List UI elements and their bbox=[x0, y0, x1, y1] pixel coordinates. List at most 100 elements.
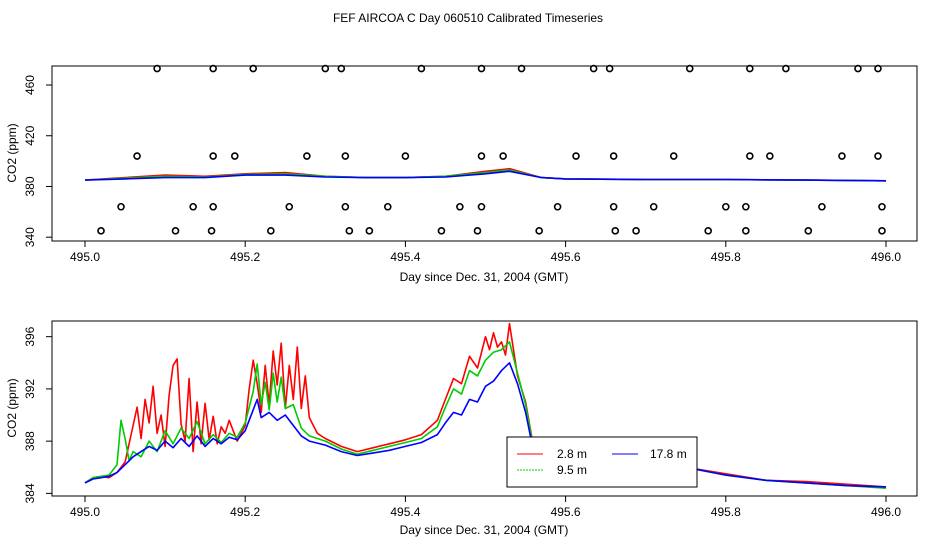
raw-sample-point bbox=[878, 202, 886, 211]
bottom-x-tick-label: 495.2 bbox=[230, 505, 260, 519]
raw-sample-point bbox=[804, 227, 813, 235]
bottom-series-2-8m bbox=[84, 322, 887, 488]
raw-sample-point bbox=[782, 64, 790, 73]
raw-sample-point bbox=[766, 152, 774, 160]
bottom-series-lines bbox=[84, 322, 887, 489]
raw-sample-point bbox=[611, 227, 620, 235]
raw-sample-point bbox=[383, 202, 392, 211]
raw-sample-point bbox=[553, 202, 562, 211]
bottom-y-axis-label: CO2 (ppm) bbox=[5, 378, 19, 437]
raw-sample-point bbox=[854, 64, 862, 73]
top-series-17-8m bbox=[84, 170, 887, 182]
raw-sample-point bbox=[477, 152, 486, 160]
raw-sample-point bbox=[209, 152, 217, 160]
raw-sample-point bbox=[589, 64, 598, 73]
top-ticks: 495.0 495.2 495.4 495.6 495.8 496.0 340 380 420 4… bbox=[23, 75, 901, 264]
raw-sample-point bbox=[321, 64, 330, 73]
bottom-y-tick-label: 388 bbox=[23, 431, 37, 451]
raw-sample-point bbox=[838, 152, 846, 160]
raw-sample-point bbox=[341, 152, 350, 160]
raw-sample-point bbox=[456, 202, 464, 211]
raw-sample-point bbox=[685, 64, 694, 73]
raw-sample-point bbox=[117, 202, 125, 211]
bottom-y-tick-label: 392 bbox=[23, 379, 37, 399]
bottom-x-tick-label: 495.4 bbox=[390, 505, 420, 519]
top-y-tick-label: 460 bbox=[23, 75, 37, 95]
legend-label-2-8m: 2.8 m bbox=[557, 447, 587, 461]
bottom-x-tick-label: 495.8 bbox=[711, 505, 741, 519]
raw-sample-point bbox=[249, 64, 258, 73]
raw-sample-point bbox=[572, 152, 580, 160]
raw-sample-point bbox=[345, 227, 354, 235]
bottom-ticks: 495.0 495.2 495.4 495.6 495.8 496.0 384 388 392 3… bbox=[23, 326, 901, 519]
raw-sample-point bbox=[742, 202, 750, 211]
raw-sample-point bbox=[171, 227, 180, 235]
top-plot-frame bbox=[51, 65, 918, 242]
legend: 2.8 m 9.5 m 17.8 m bbox=[506, 436, 698, 488]
raw-sample-point bbox=[267, 227, 275, 235]
raw-sample-point bbox=[669, 152, 678, 160]
raw-sample-point bbox=[97, 227, 105, 235]
raw-sample-point bbox=[133, 152, 141, 160]
raw-sample-point bbox=[209, 64, 217, 73]
bottom-x-tick-label: 496.0 bbox=[871, 505, 901, 519]
raw-sample-point bbox=[209, 202, 217, 211]
raw-sample-point bbox=[365, 227, 374, 235]
top-series-2-8m bbox=[84, 167, 887, 182]
top-y-axis-label: CO2 (ppm) bbox=[5, 123, 19, 182]
raw-sample-point bbox=[746, 152, 754, 160]
top-x-axis-label: Day since Dec. 31, 2004 (GMT) bbox=[400, 270, 569, 284]
top-y-tick-label: 420 bbox=[23, 125, 37, 145]
top-raw-points bbox=[97, 64, 886, 235]
raw-sample-point bbox=[721, 202, 730, 211]
top-y-tick-label: 380 bbox=[23, 176, 37, 196]
raw-sample-point bbox=[230, 152, 239, 160]
top-x-tick-label: 495.6 bbox=[551, 250, 581, 264]
raw-sample-point bbox=[878, 227, 886, 235]
figure-title: FEF AIRCOA C Day 060510 Calibrated Times… bbox=[333, 11, 603, 25]
bottom-plot-frame bbox=[51, 320, 918, 497]
bottom-y-tick-label: 396 bbox=[23, 326, 37, 346]
top-x-tick-label: 495.4 bbox=[390, 250, 420, 264]
raw-sample-point bbox=[207, 227, 216, 235]
raw-sample-point bbox=[473, 227, 482, 235]
raw-sample-point bbox=[818, 202, 826, 211]
raw-sample-point bbox=[874, 152, 882, 160]
raw-sample-point bbox=[341, 202, 350, 211]
raw-sample-point bbox=[153, 64, 161, 73]
legend-label-9-5m: 9.5 m bbox=[557, 463, 587, 477]
legend-box bbox=[506, 436, 698, 488]
raw-sample-point bbox=[609, 202, 618, 211]
bottom-x-tick-label: 495.0 bbox=[70, 505, 100, 519]
raw-sample-point bbox=[189, 202, 197, 211]
top-panel: CO2 (ppm) Day since Dec. 31, 2004 (GMT) … bbox=[5, 64, 918, 284]
top-series-lines bbox=[84, 167, 887, 182]
raw-sample-point bbox=[704, 227, 712, 235]
raw-sample-point bbox=[477, 202, 486, 211]
top-x-tick-label: 496.0 bbox=[871, 250, 901, 264]
raw-sample-point bbox=[477, 64, 486, 73]
top-y-tick-label: 340 bbox=[23, 227, 37, 247]
raw-sample-point bbox=[303, 152, 311, 160]
raw-sample-point bbox=[535, 227, 543, 235]
raw-sample-point bbox=[517, 64, 526, 73]
raw-sample-point bbox=[874, 64, 882, 73]
raw-sample-point bbox=[499, 152, 507, 160]
raw-sample-point bbox=[417, 64, 426, 73]
raw-sample-point bbox=[401, 152, 410, 160]
legend-label-17-8m: 17.8 m bbox=[650, 447, 687, 461]
raw-sample-point bbox=[437, 227, 446, 235]
raw-sample-point bbox=[649, 202, 658, 211]
raw-sample-point bbox=[746, 64, 754, 73]
bottom-series-17-8m bbox=[84, 361, 887, 488]
raw-sample-point bbox=[609, 152, 618, 160]
top-x-tick-label: 495.0 bbox=[70, 250, 100, 264]
raw-sample-point bbox=[742, 227, 750, 235]
bottom-x-axis-label: Day since Dec. 31, 2004 (GMT) bbox=[400, 523, 569, 537]
bottom-y-tick-label: 384 bbox=[23, 483, 37, 503]
bottom-series-9-5m bbox=[84, 341, 887, 489]
bottom-panel: CO2 (ppm) Day since Dec. 31, 2004 (GMT) … bbox=[5, 320, 918, 537]
bottom-x-tick-label: 495.6 bbox=[551, 505, 581, 519]
raw-sample-point bbox=[285, 202, 294, 211]
